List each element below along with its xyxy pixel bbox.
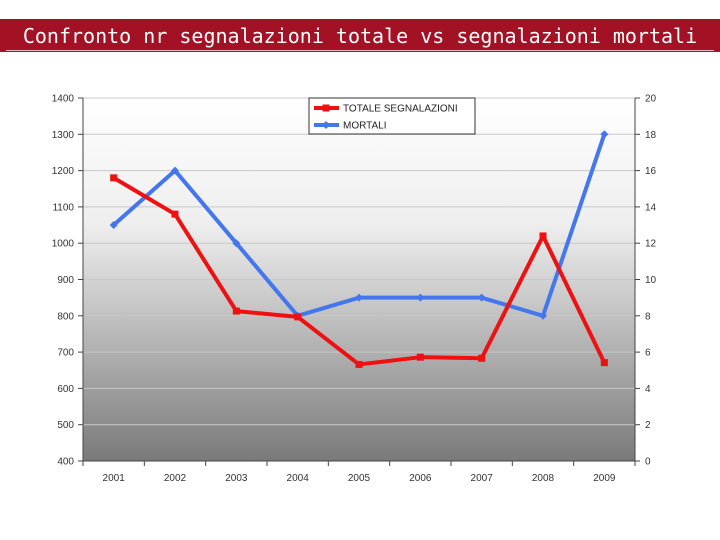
point-totale-segnalazioni bbox=[539, 232, 547, 240]
right-tick-label: 2 bbox=[645, 420, 651, 431]
point-mortali bbox=[109, 221, 118, 230]
x-tick-label: 2001 bbox=[103, 473, 126, 484]
axes: 400 500 600 700 800 900 1000 1100 1200 1300 1400 0 2… bbox=[52, 94, 657, 485]
point-totale-segnalazioni bbox=[171, 210, 179, 218]
left-tick-label: 900 bbox=[57, 275, 74, 286]
legend-marker-mortali bbox=[322, 121, 330, 129]
left-tick-label: 700 bbox=[57, 348, 74, 359]
point-mortali bbox=[416, 293, 425, 302]
left-tick-label: 400 bbox=[57, 457, 74, 468]
left-tick-label: 1300 bbox=[52, 130, 75, 141]
right-tick-label: 18 bbox=[645, 130, 657, 141]
right-tick-label: 6 bbox=[645, 348, 651, 359]
right-tick-label: 8 bbox=[645, 311, 651, 322]
legend: TOTALE SEGNALAZIONI MORTALI bbox=[308, 97, 476, 135]
left-tick-label: 600 bbox=[57, 384, 74, 395]
point-totale-segnalazioni bbox=[294, 313, 302, 321]
point-totale-segnalazioni bbox=[600, 359, 608, 367]
right-tick-label: 10 bbox=[645, 275, 657, 286]
left-tick-label: 1200 bbox=[52, 166, 75, 177]
x-tick-label: 2007 bbox=[471, 473, 494, 484]
left-tick-label: 500 bbox=[57, 420, 74, 431]
point-mortali bbox=[355, 293, 363, 302]
series-group bbox=[109, 130, 609, 368]
point-mortali bbox=[232, 239, 241, 248]
x-tick-label: 2008 bbox=[532, 473, 555, 484]
x-tick-label: 2004 bbox=[287, 473, 310, 484]
legend-label-totale-segnalazioni: TOTALE SEGNALAZIONI bbox=[343, 104, 458, 115]
point-totale-segnalazioni bbox=[110, 174, 118, 182]
left-tick-label: 1100 bbox=[52, 202, 74, 213]
point-mortali bbox=[477, 293, 486, 302]
point-totale-segnalazioni bbox=[416, 353, 424, 361]
point-mortali bbox=[600, 130, 609, 139]
right-tick-label: 16 bbox=[645, 166, 657, 177]
x-tick-label: 2006 bbox=[409, 473, 432, 484]
point-totale-segnalazioni bbox=[232, 307, 240, 315]
legend-box bbox=[308, 97, 476, 135]
x-tick-label: 2003 bbox=[225, 473, 248, 484]
point-totale-segnalazioni bbox=[478, 354, 486, 362]
point-totale-segnalazioni bbox=[355, 360, 363, 368]
right-tick-label: 4 bbox=[645, 384, 651, 395]
legend-label-mortali: MORTALI bbox=[343, 121, 387, 132]
left-tick-label: 800 bbox=[57, 311, 74, 322]
left-tick-label: 1000 bbox=[52, 239, 75, 250]
legend-marker-totale-segnalazioni bbox=[322, 104, 330, 112]
x-tick-label: 2009 bbox=[593, 473, 616, 484]
right-tick-label: 14 bbox=[645, 202, 657, 213]
title-bar: Confronto nr segnalazioni totale vs segn… bbox=[0, 19, 720, 52]
right-tick-label: 0 bbox=[645, 457, 651, 468]
point-mortali bbox=[171, 166, 179, 175]
right-tick-label: 20 bbox=[645, 94, 657, 105]
x-tick-label: 2002 bbox=[164, 473, 187, 484]
point-mortali bbox=[539, 311, 547, 320]
right-tick-label: 12 bbox=[645, 239, 657, 250]
left-tick-label: 1400 bbox=[52, 94, 75, 105]
slide-title: Confronto nr segnalazioni totale vs segn… bbox=[22, 23, 698, 48]
x-tick-label: 2005 bbox=[348, 473, 371, 484]
